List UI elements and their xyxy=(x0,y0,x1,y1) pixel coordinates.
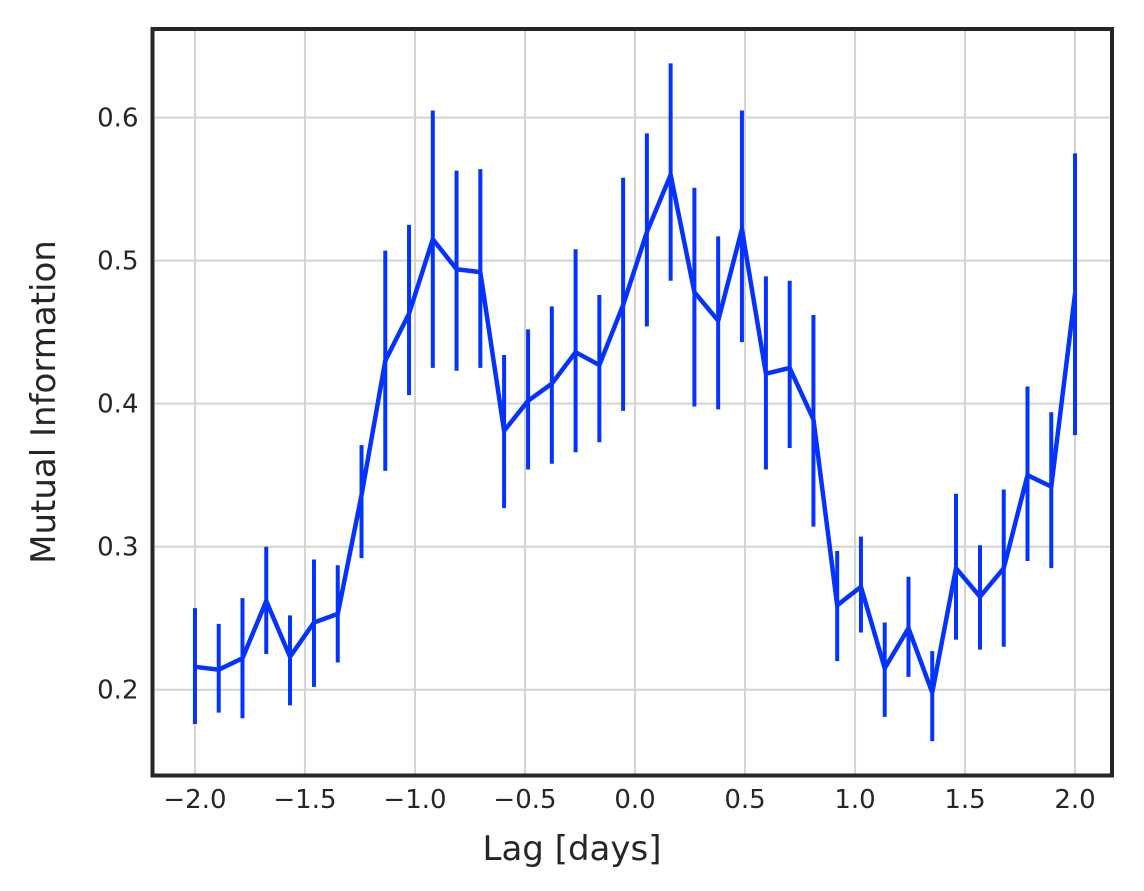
plot-border xyxy=(150,27,1114,778)
svg-text:0.4: 0.4 xyxy=(97,390,138,420)
svg-text:−1.5: −1.5 xyxy=(273,785,336,815)
svg-text:0.2: 0.2 xyxy=(97,676,138,706)
svg-text:0.6: 0.6 xyxy=(97,104,138,134)
svg-text:0.5: 0.5 xyxy=(724,785,765,815)
gridlines xyxy=(152,29,1112,776)
svg-text:2.0: 2.0 xyxy=(1054,785,1095,815)
svg-text:−2.0: −2.0 xyxy=(163,785,226,815)
svg-text:0.5: 0.5 xyxy=(97,247,138,277)
svg-text:0.3: 0.3 xyxy=(97,533,138,563)
x-tick-labels: −2.0 −1.5 −1.0 −0.5 0.0 0.5 1.0 1.5 2.0 xyxy=(163,785,1095,815)
y-tick-labels: 0.2 0.3 0.4 0.5 0.6 xyxy=(97,104,138,706)
svg-text:1.0: 1.0 xyxy=(834,785,875,815)
svg-text:1.5: 1.5 xyxy=(944,785,985,815)
x-axis-label: Lag [days] xyxy=(482,829,662,869)
svg-text:−0.5: −0.5 xyxy=(493,785,556,815)
svg-text:0.0: 0.0 xyxy=(614,785,655,815)
y-axis-label: Mutual Information xyxy=(24,240,64,564)
data-line xyxy=(194,172,1078,695)
svg-text:−1.0: −1.0 xyxy=(383,785,446,815)
